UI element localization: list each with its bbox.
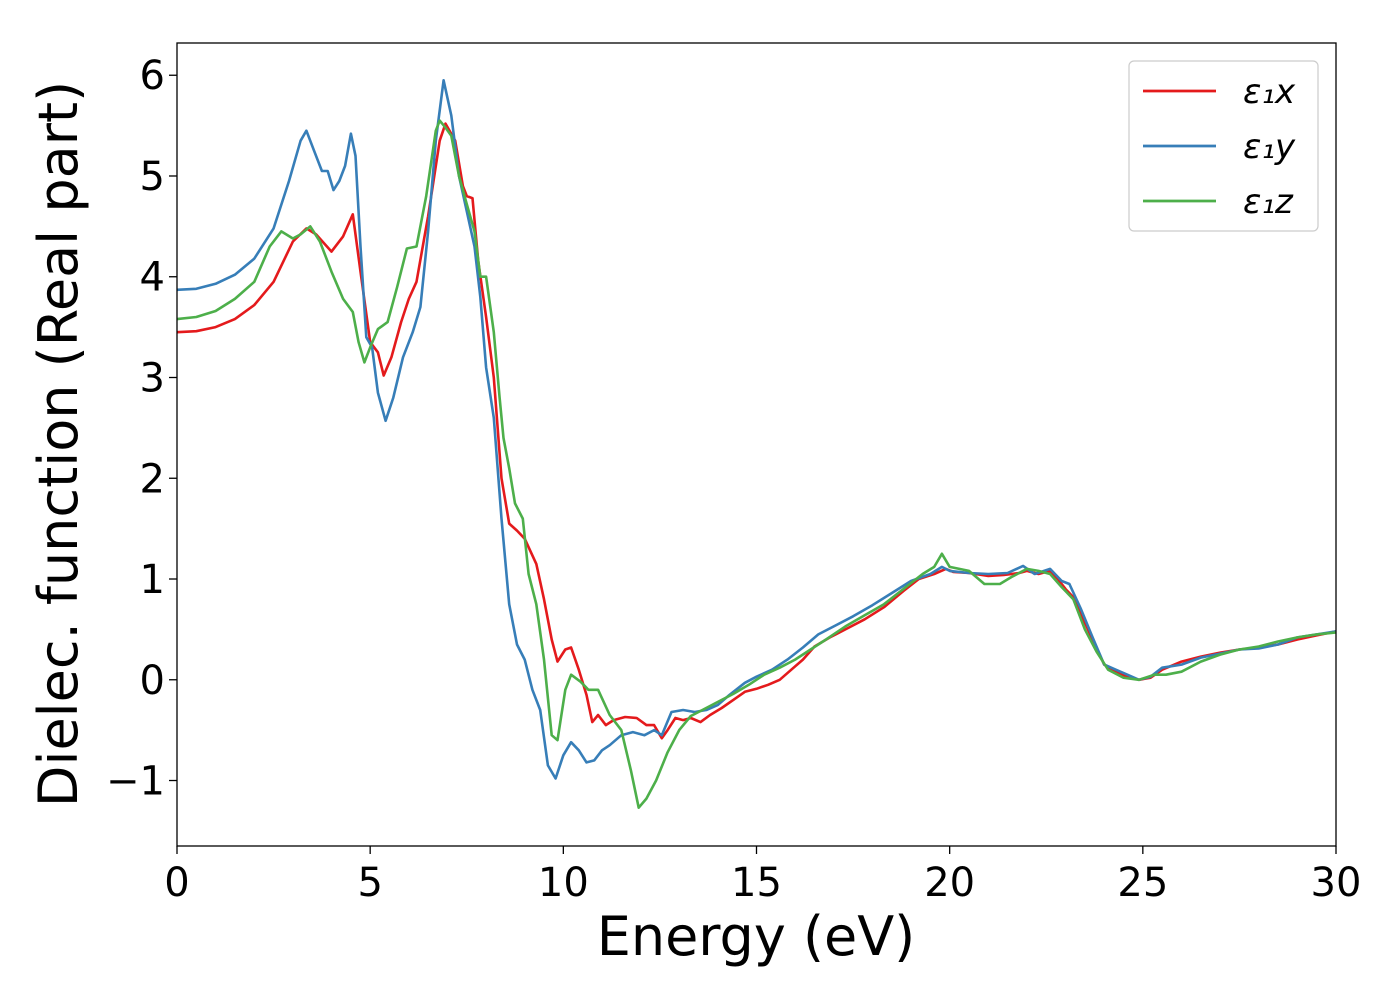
- x-tick-label: 0: [164, 860, 189, 906]
- x-tick-label: 20: [924, 860, 975, 906]
- y-axis-label: Dielec. function (Real part): [27, 81, 90, 807]
- legend-label-1: ε₁y: [1243, 127, 1296, 167]
- y-tick-label: −1: [106, 759, 165, 805]
- legend-label-2: ε₁z: [1243, 182, 1294, 222]
- x-tick-label: 25: [1117, 860, 1168, 906]
- y-tick-label: 0: [140, 658, 165, 704]
- y-tick-label: 1: [140, 557, 165, 603]
- x-axis: 0 5 10 15 20 25 30: [164, 846, 1361, 906]
- legend-box: [1128, 60, 1319, 232]
- y-axis: −1 0 1 2 3 4 5 6: [106, 53, 177, 805]
- series-line-1: [176, 79, 1337, 780]
- x-axis-label: Energy (eV): [597, 905, 916, 968]
- y-tick-label: 6: [140, 53, 165, 99]
- y-tick-label: 5: [140, 154, 165, 200]
- legend: ε₁x ε₁y ε₁z: [1128, 60, 1319, 232]
- y-tick-label: 2: [140, 456, 165, 502]
- series-line-2: [176, 119, 1337, 809]
- x-tick-label: 5: [357, 860, 382, 906]
- legend-label-0: ε₁x: [1243, 72, 1296, 112]
- y-tick-label: 3: [140, 355, 165, 401]
- x-tick-label: 15: [731, 860, 782, 906]
- y-tick-label: 4: [140, 255, 165, 301]
- x-tick-label: 30: [1311, 860, 1362, 906]
- x-tick-label: 10: [538, 860, 589, 906]
- plot-area: [176, 79, 1337, 809]
